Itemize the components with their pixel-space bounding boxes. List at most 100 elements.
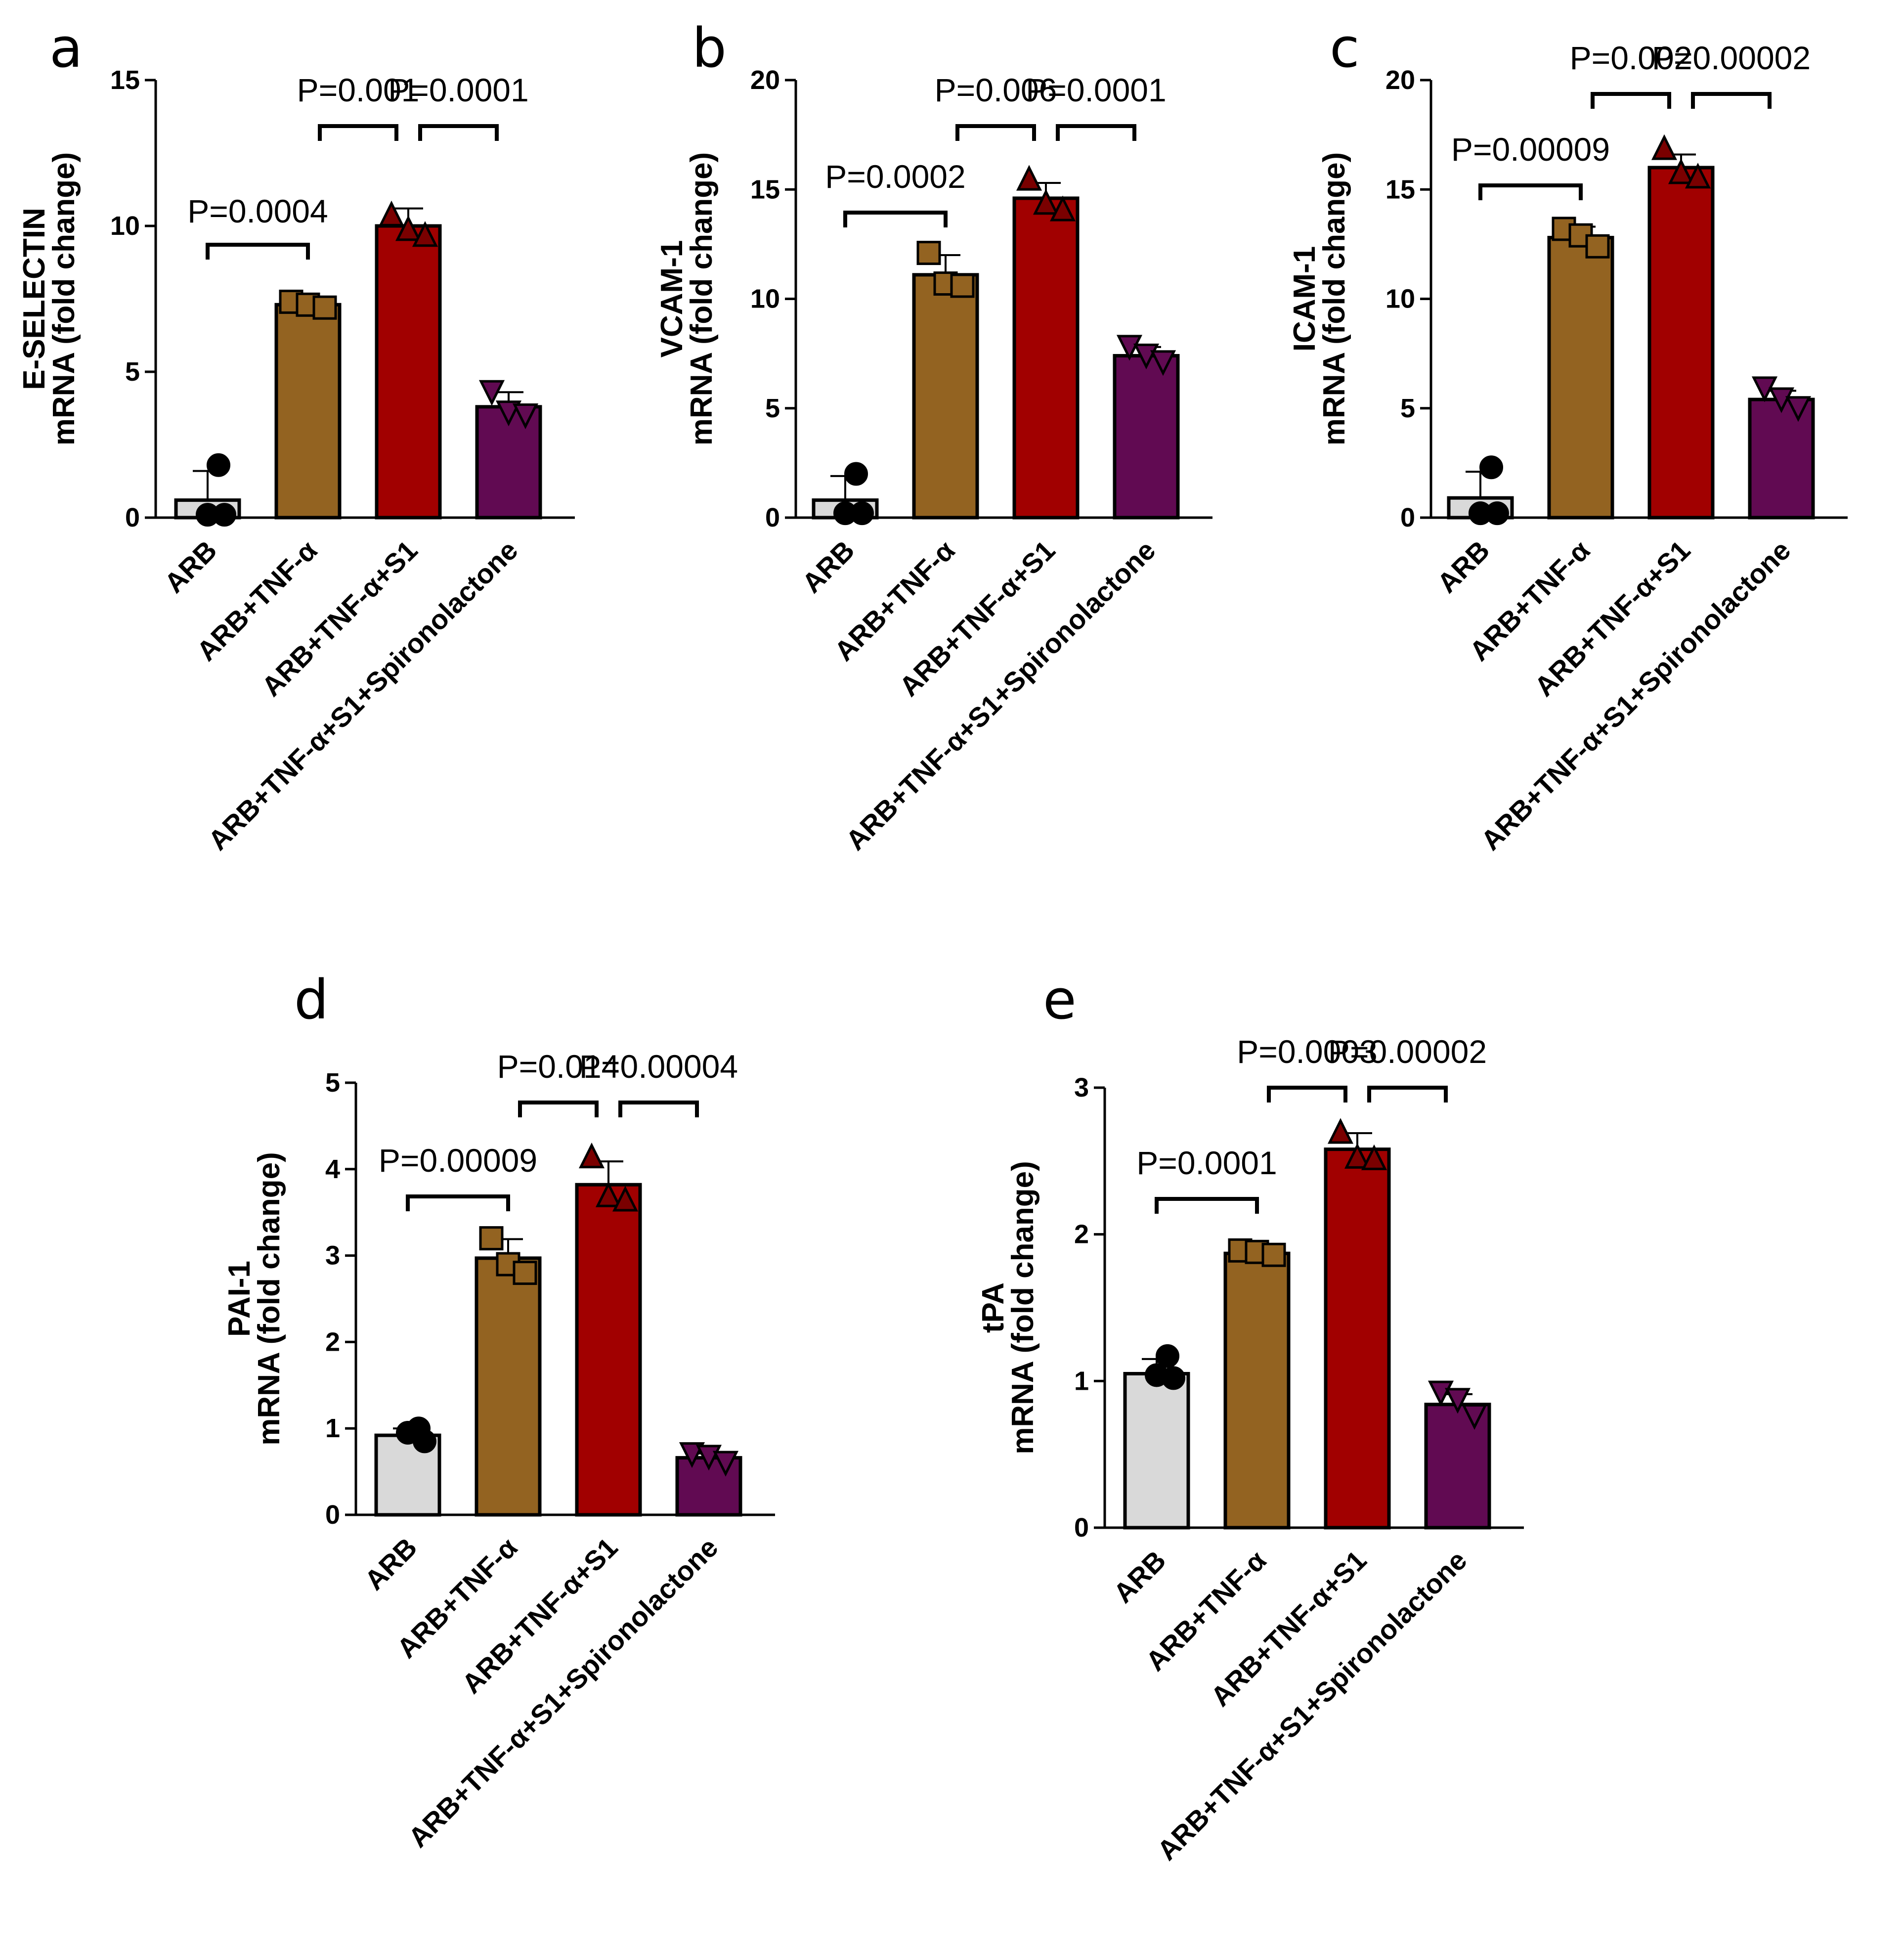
significance-bracket [1367,1086,1448,1102]
data-point [1033,189,1059,215]
p-value-label: P=0.0001 [388,72,528,108]
bar [1123,1372,1190,1530]
significance-bracket [1155,1197,1259,1214]
panel-letter: b [692,16,727,80]
y-axis-label: mRNA (fold change) [252,1152,286,1446]
data-point [1444,1388,1471,1414]
bar [375,224,442,520]
bar [1748,397,1815,520]
data-point [1156,1344,1179,1368]
data-point [213,503,236,527]
p-value-label: P=0.0003 [1237,1033,1377,1070]
data-point [1116,335,1143,361]
p-value-label: P=0.006 [935,72,1057,108]
data-point [1485,501,1509,526]
p-value-label: P=0.014 [497,1048,620,1085]
panel-letter: d [294,968,329,1031]
x-tick-label: ARB [358,1532,423,1596]
data-point [413,1429,436,1454]
data-point [1327,1118,1354,1144]
y-tick-label: 3 [1074,1073,1089,1102]
bar [575,1183,642,1517]
y-axis-label: PAI-1 [222,1261,257,1337]
y-axis-label: mRNA (fold change) [1317,152,1351,446]
data-point [712,1451,739,1477]
y-tick-label: 0 [325,1500,340,1530]
significance-bracket [618,1101,699,1117]
y-tick-label: 2 [325,1327,340,1357]
p-value-label: P=0.002 [1570,40,1692,76]
y-tick-label: 0 [1074,1513,1089,1543]
data-point [512,403,539,430]
y-tick-label: 5 [325,1068,340,1098]
bar [1223,1251,1291,1530]
significance-bracket [1478,183,1583,200]
p-value-label: P=0.0004 [187,193,328,229]
p-value-label: P=0.0001 [1026,72,1166,108]
y-axis-label: mRNA (fold change) [47,152,81,446]
data-point [1685,163,1711,189]
data-point [950,273,975,298]
x-tick-label: ARB [158,534,222,599]
p-value-label: P=0.001 [297,72,420,108]
data-point [513,1261,537,1285]
p-value-label: P=0.00009 [1451,131,1610,168]
data-point [679,1442,705,1468]
data-point [850,501,874,526]
data-point [495,400,522,427]
y-tick-label: 20 [750,65,780,95]
significance-bracket [1591,92,1671,109]
data-point [1049,195,1076,221]
data-point [1585,234,1610,259]
x-tick-label: ARB [1107,1544,1171,1609]
y-tick-label: 2 [1074,1220,1089,1249]
data-point [1261,1242,1286,1267]
y-tick-label: 5 [125,357,140,387]
y-tick-label: 15 [750,175,780,204]
significance-bracket [418,124,499,141]
data-point [1668,158,1694,184]
data-point [1344,1143,1371,1169]
p-value-label: P=0.00002 [1328,1033,1487,1070]
y-tick-label: 0 [1400,503,1415,532]
data-point [595,1181,622,1207]
bar [274,303,342,520]
panel-letter: e [1043,968,1077,1031]
y-tick-label: 10 [110,211,140,241]
data-point [395,215,422,241]
data-point [412,221,438,247]
y-tick-label: 15 [110,65,140,95]
p-value-label: P=0.0001 [1136,1145,1277,1181]
data-point [1461,1404,1488,1430]
bar [1424,1403,1491,1530]
significance-bracket [1056,124,1136,141]
significance-bracket [406,1194,510,1211]
data-point [312,295,337,320]
data-point [1162,1366,1185,1390]
bar [912,273,979,520]
y-tick-label: 10 [750,284,780,314]
y-tick-label: 10 [1385,284,1415,314]
bar [1113,354,1180,520]
significance-bracket [206,243,310,260]
significance-bracket [843,211,948,227]
data-point [1651,134,1678,160]
data-point [479,1226,504,1251]
panel-letter: c [1330,16,1359,80]
data-point [378,200,405,226]
data-point [916,241,941,265]
significance-bracket [318,124,398,141]
bar [1324,1147,1391,1530]
data-point [1785,396,1812,422]
y-tick-label: 0 [125,503,140,532]
y-tick-label: 0 [765,503,780,532]
data-point [1016,165,1042,191]
y-tick-label: 4 [325,1154,340,1184]
bar [1647,166,1715,520]
